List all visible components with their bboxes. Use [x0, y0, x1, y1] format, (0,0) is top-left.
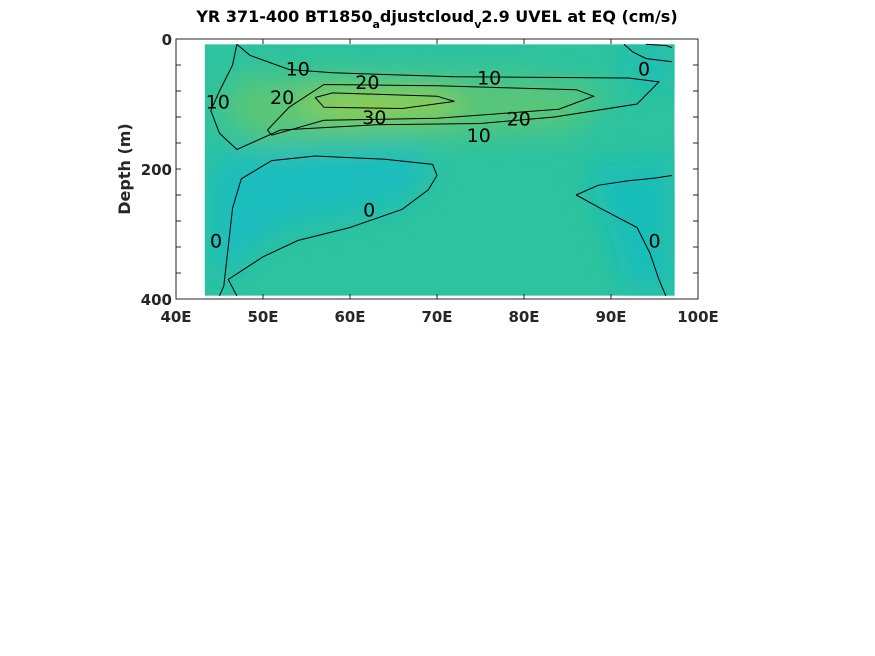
x-tick-label: 40E — [160, 308, 191, 326]
x-tick-label: 80E — [508, 308, 539, 326]
low-region-east — [584, 159, 672, 293]
low-region-west — [210, 146, 437, 286]
contour-label-1: 20 — [355, 72, 379, 94]
contour-label-9: 0 — [363, 199, 375, 221]
contour-label-4: 10 — [206, 91, 230, 113]
contour-20 — [267, 83, 596, 136]
contour-label-0: 10 — [286, 58, 310, 80]
heatmap-field — [204, 44, 675, 296]
contour-lines — [210, 43, 673, 297]
x-tick-label: 50E — [247, 308, 278, 326]
y-tick-label: 0 — [162, 31, 172, 49]
x-tick-label: 70E — [421, 308, 452, 326]
contour-0-east — [575, 175, 672, 196]
y-tick-label: 400 — [141, 291, 172, 309]
low-region-northeast — [619, 45, 672, 91]
contour-10-upper — [210, 43, 660, 151]
contour-label-3: 0 — [638, 58, 650, 80]
contour-label-6: 30 — [362, 107, 386, 129]
y-axis-label: Depth (m) — [115, 123, 134, 215]
x-tick-label: 100E — [677, 308, 719, 326]
x-tick-label: 60E — [334, 308, 365, 326]
contour-0-east-lower — [575, 194, 667, 296]
chart-title: YR 371-400 BT1850adjustcloudv2.9 UVEL at… — [195, 7, 677, 31]
y-tick-labels: 0 200 400 — [141, 31, 172, 309]
contour-labels: 10 20 10 0 10 20 30 20 10 0 0 0 — [206, 58, 661, 252]
contour-label-2: 10 — [477, 67, 501, 89]
contour-label-8: 10 — [467, 125, 491, 147]
y-tick-label: 200 — [141, 161, 172, 179]
x-tick-label: 90E — [595, 308, 626, 326]
contour-0-northeast — [623, 43, 672, 63]
plot-area: 10 20 10 0 10 20 30 20 10 0 0 0 — [175, 38, 699, 300]
contour-label-7: 20 — [507, 108, 531, 130]
contour-label-5: 20 — [270, 87, 294, 109]
field-shading — [210, 45, 672, 293]
contour-label-11: 0 — [648, 231, 660, 253]
contour-0-top — [645, 43, 673, 48]
contour-label-10: 0 — [210, 231, 222, 253]
x-tick-labels: 40E 50E 60E 70E 80E 90E 100E — [160, 308, 718, 326]
contour-30 — [314, 92, 455, 110]
jet-core — [297, 92, 455, 116]
contour-0-west — [219, 155, 438, 297]
axis-ticks — [175, 38, 699, 300]
